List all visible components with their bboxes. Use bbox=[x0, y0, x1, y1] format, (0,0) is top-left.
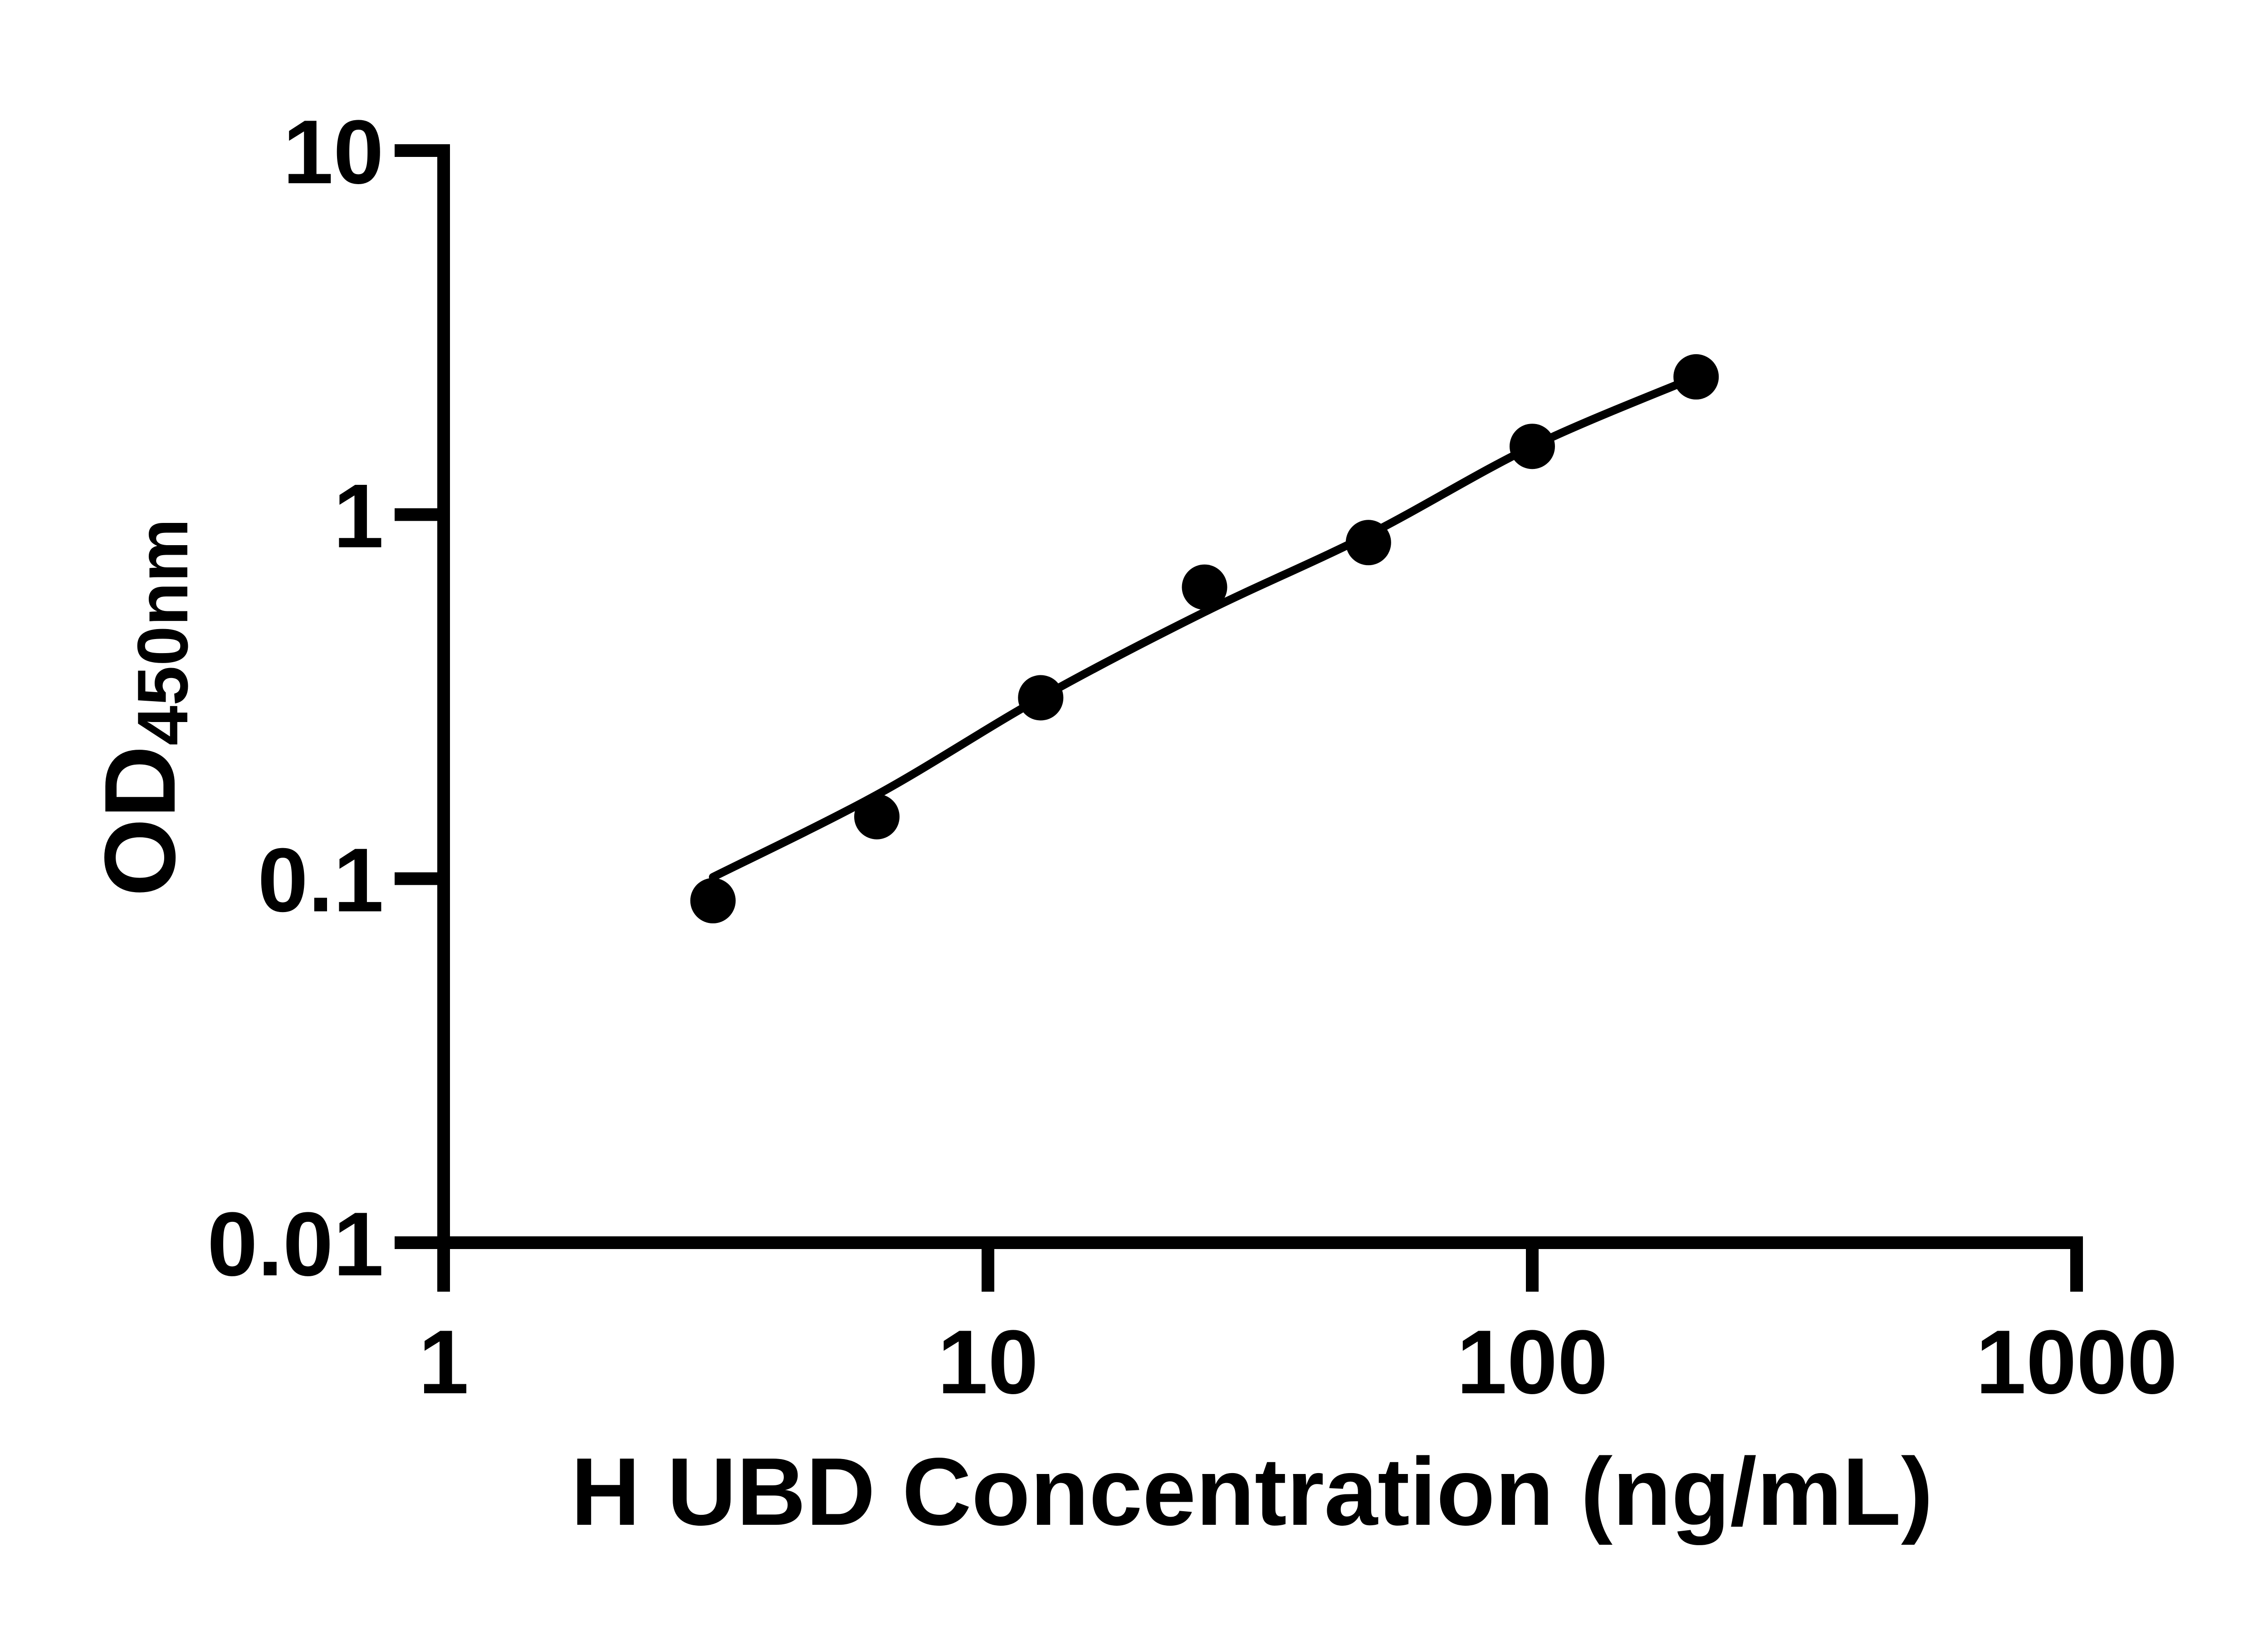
data-point-marker bbox=[1018, 675, 1064, 721]
y-tick-label-10: 10 bbox=[283, 102, 384, 203]
y-axis-title-subscript: 450nm bbox=[123, 518, 203, 746]
y-tick-label-0.01: 0.01 bbox=[207, 1194, 384, 1295]
x-tick-label-1000: 1000 bbox=[1976, 1312, 2178, 1413]
data-point-marker bbox=[1345, 520, 1391, 566]
y-axis-title: OD450nm bbox=[84, 518, 203, 897]
data-points-group bbox=[690, 354, 1719, 923]
y-tick-label-0.1: 0.1 bbox=[258, 830, 384, 931]
y-axis: 10 1 0.1 0.01 bbox=[207, 102, 450, 1295]
data-point-marker bbox=[1673, 354, 1719, 400]
data-point-marker bbox=[690, 878, 736, 923]
x-axis-title: H UBD Concentration (ng/mL) bbox=[571, 1438, 1933, 1545]
x-tick-label-1: 1 bbox=[418, 1312, 469, 1413]
data-point-marker bbox=[1510, 424, 1555, 469]
data-point-marker bbox=[854, 794, 900, 839]
y-tick-label-1: 1 bbox=[333, 466, 384, 567]
x-tick-label-100: 100 bbox=[1457, 1312, 1608, 1413]
y-axis-title-main: OD bbox=[84, 746, 196, 897]
x-axis: 1 10 100 1000 bbox=[418, 1236, 2178, 1413]
x-tick-label-10: 10 bbox=[938, 1312, 1038, 1413]
data-point-marker bbox=[1182, 564, 1227, 610]
